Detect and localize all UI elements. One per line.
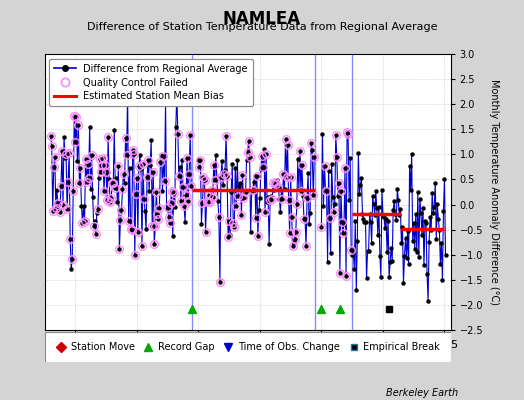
Legend: Station Move, Record Gap, Time of Obs. Change, Empirical Break: Station Move, Record Gap, Time of Obs. C… (52, 339, 443, 355)
Text: Difference of Station Temperature Data from Regional Average: Difference of Station Temperature Data f… (87, 22, 437, 32)
Legend: Difference from Regional Average, Quality Control Failed, Estimated Station Mean: Difference from Regional Average, Qualit… (49, 59, 253, 106)
FancyBboxPatch shape (45, 332, 451, 362)
Text: Berkeley Earth: Berkeley Earth (386, 388, 458, 398)
Y-axis label: Monthly Temperature Anomaly Difference (°C): Monthly Temperature Anomaly Difference (… (489, 79, 499, 305)
Text: NAMLEA: NAMLEA (223, 10, 301, 28)
